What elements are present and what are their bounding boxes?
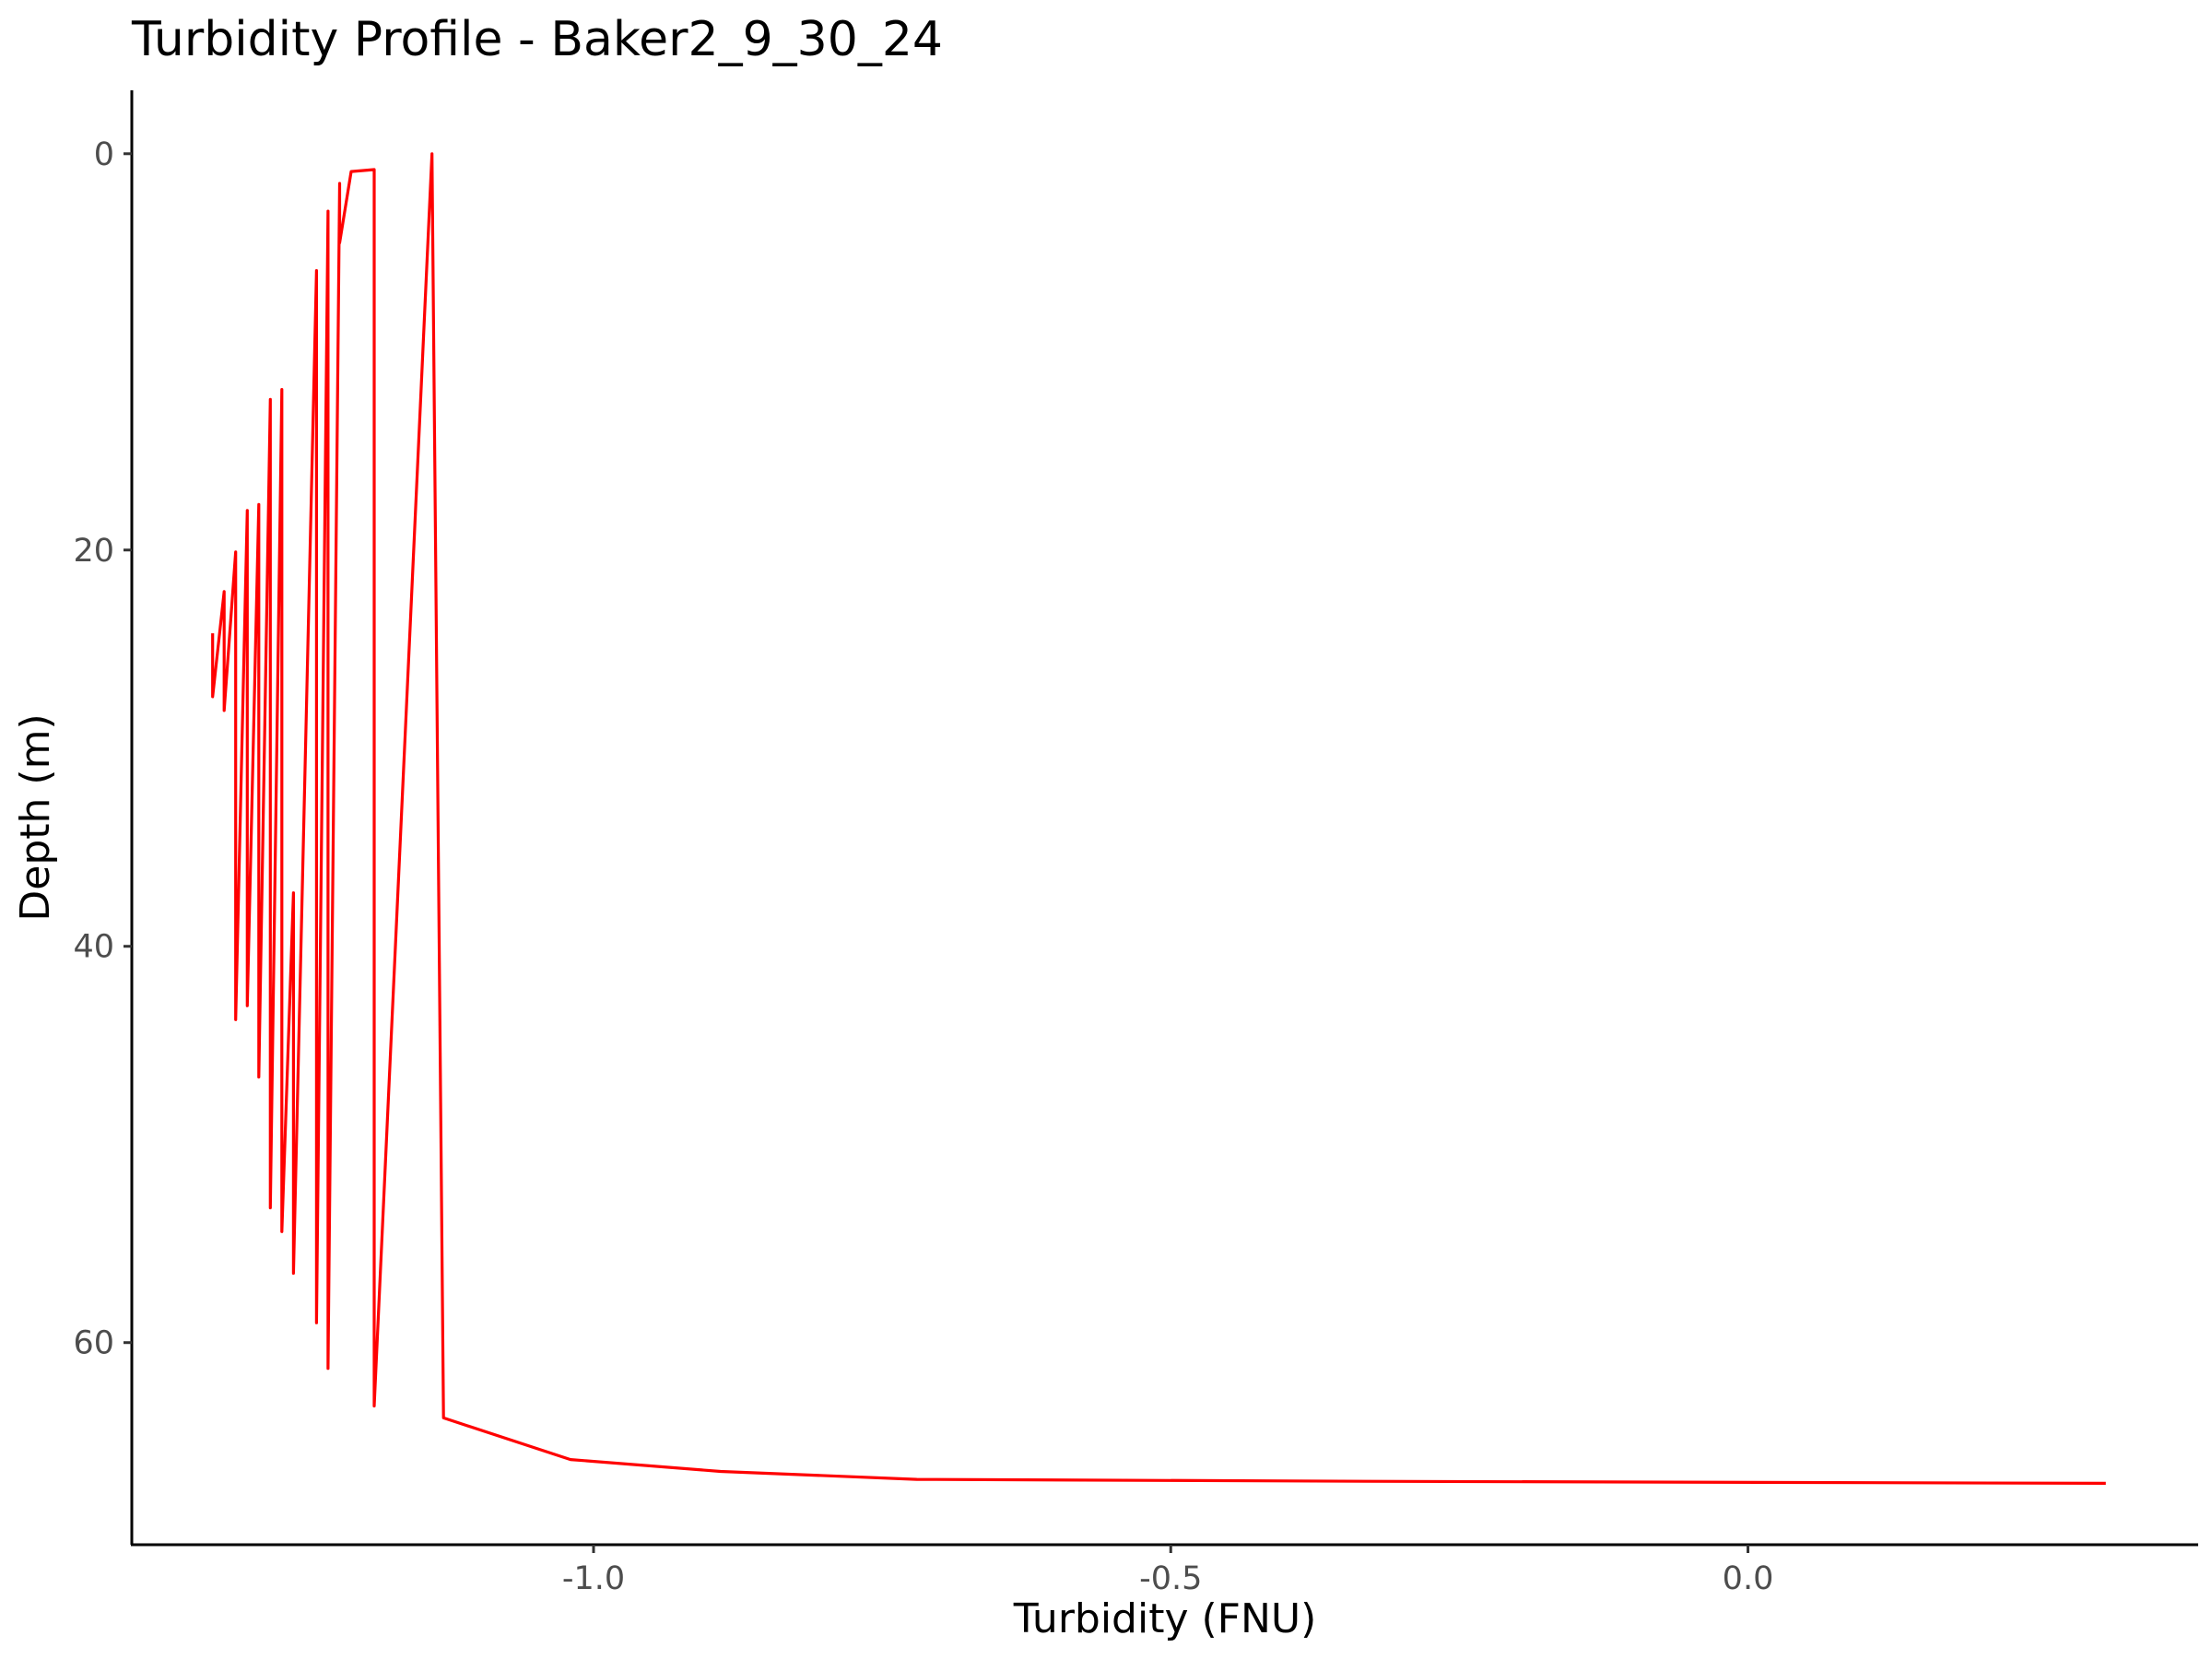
y-tick-label: 40 [73, 929, 114, 966]
series-layer [211, 152, 2106, 1485]
plot-area [211, 152, 2106, 1485]
x-tick-label: 0.0 [1723, 1560, 1774, 1597]
series-line-0 [211, 152, 2106, 1485]
y-axis-title: Depth (m) [12, 713, 59, 921]
chart-title: Turbidity Profile - Baker2_9_30_24 [131, 12, 943, 67]
x-tick-label: -0.5 [1139, 1560, 1202, 1597]
x-tick-label: -1.0 [562, 1560, 625, 1597]
y-tick-label: 0 [94, 136, 114, 173]
y-axis-ticks: 0 20 40 60 [73, 136, 132, 1362]
y-tick-label: 60 [73, 1325, 114, 1362]
x-axis-ticks: -1.0 -0.5 0.0 [562, 1545, 1773, 1597]
x-axis-title: Turbidity (FNU) [1013, 1595, 1317, 1642]
y-tick-label: 20 [73, 533, 114, 570]
